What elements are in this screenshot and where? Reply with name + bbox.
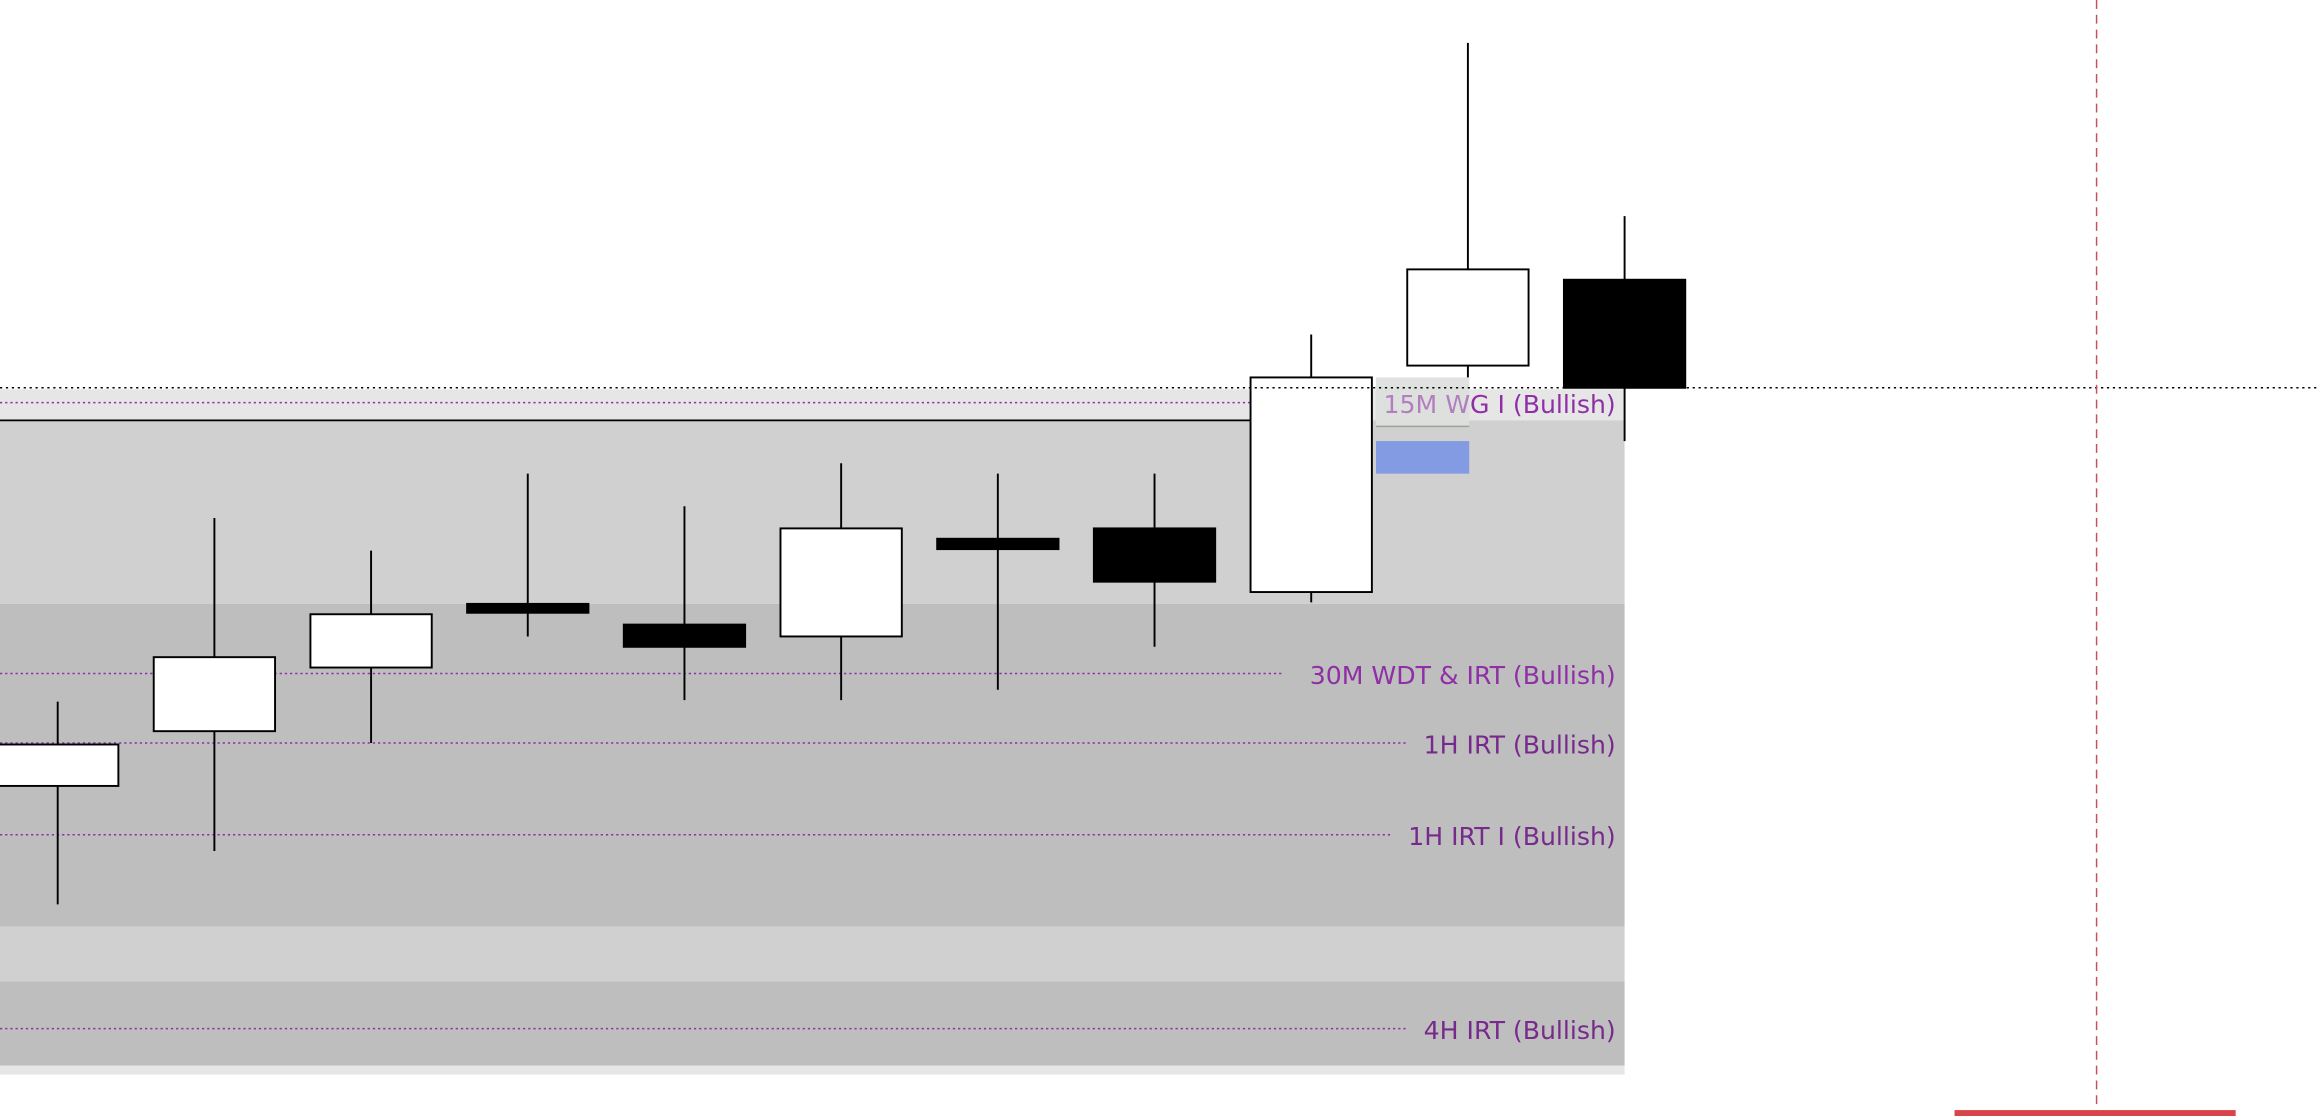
bullish-candle-body: [1406, 268, 1530, 367]
zone-band: [0, 926, 1625, 982]
level-label: 4H IRT (Bullish): [1424, 1016, 1616, 1045]
bullish-candle-body: [1249, 376, 1373, 594]
candles-layer: [0, 42, 1687, 905]
bearish-candle-body: [466, 602, 590, 614]
zone-band: [0, 981, 1625, 1066]
level-label: 15M WG I (Bullish): [1384, 390, 1616, 419]
level-label: 1H IRT (Bullish): [1424, 730, 1616, 759]
level-label: 30M WDT & IRT (Bullish): [1310, 661, 1616, 690]
time-range-bar: [1954, 1110, 2236, 1116]
fvg-green-overlay: [1376, 377, 1470, 427]
bearish-candle-body: [936, 537, 1060, 551]
level-labels-layer: 15M WG I (Bullish) 30M WDT & IRT (Bullish…: [1310, 377, 1616, 1045]
fvg-blue-box: [1376, 441, 1470, 474]
bearish-candle-body: [1092, 527, 1217, 583]
zone-band: [0, 1065, 1625, 1075]
bearish-candle-body: [1562, 278, 1687, 389]
bullish-candle-body: [779, 527, 903, 638]
level-label: 1H IRT I (Bullish): [1408, 822, 1615, 851]
zone-band: [0, 603, 1625, 927]
bullish-candle-body: [0, 743, 120, 787]
bearish-candle-body: [622, 623, 747, 648]
bullish-candle-body: [309, 613, 433, 669]
fvg-layer: [1376, 377, 1470, 474]
fvg-green-box: [1376, 377, 1470, 427]
bullish-candle-body: [152, 656, 277, 733]
